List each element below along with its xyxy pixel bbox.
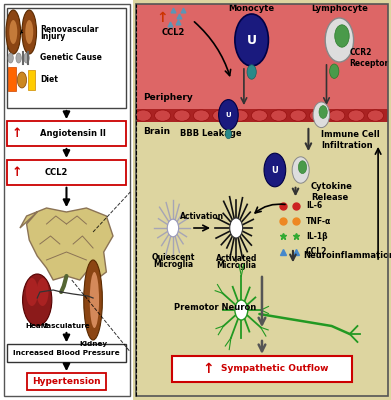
Circle shape (298, 161, 307, 174)
Circle shape (247, 65, 256, 79)
Text: Kidney: Kidney (79, 341, 107, 347)
Ellipse shape (348, 110, 364, 121)
Circle shape (235, 300, 248, 320)
Text: IL-6: IL-6 (306, 202, 322, 210)
Text: CCL2: CCL2 (306, 247, 327, 256)
Text: Cytokine
Release: Cytokine Release (311, 182, 353, 202)
Text: CCL2: CCL2 (44, 168, 68, 177)
Ellipse shape (193, 110, 209, 121)
Ellipse shape (329, 110, 345, 121)
Ellipse shape (213, 110, 229, 121)
Circle shape (167, 219, 179, 237)
FancyBboxPatch shape (136, 4, 388, 112)
Circle shape (22, 10, 37, 54)
FancyBboxPatch shape (136, 109, 388, 122)
Circle shape (6, 10, 21, 54)
Text: ↑: ↑ (12, 166, 23, 179)
Ellipse shape (90, 272, 99, 328)
Text: Activated: Activated (215, 254, 257, 263)
Text: Diet: Diet (40, 76, 58, 84)
Text: Microglia: Microglia (216, 261, 256, 270)
Circle shape (225, 129, 231, 139)
Ellipse shape (135, 110, 151, 121)
Text: Microglia: Microglia (153, 260, 193, 269)
Ellipse shape (290, 110, 306, 121)
Text: Renovascular: Renovascular (40, 26, 99, 34)
Text: CCR2
Receptor: CCR2 Receptor (350, 48, 389, 68)
Text: Periphery: Periphery (143, 94, 193, 102)
Text: Sympathetic Outflow: Sympathetic Outflow (221, 364, 328, 373)
Ellipse shape (8, 53, 13, 63)
Text: ↑: ↑ (157, 11, 169, 25)
Text: TNF-α: TNF-α (306, 217, 331, 226)
FancyBboxPatch shape (7, 8, 126, 108)
Circle shape (319, 106, 327, 118)
Text: U: U (226, 112, 231, 118)
Text: U: U (271, 166, 278, 174)
Text: Hypertension: Hypertension (32, 377, 101, 386)
FancyBboxPatch shape (4, 4, 130, 396)
Text: Injury: Injury (40, 32, 65, 41)
FancyBboxPatch shape (29, 70, 35, 90)
Text: Monocyte: Monocyte (229, 4, 275, 13)
Text: Quiescent: Quiescent (151, 253, 195, 262)
Ellipse shape (174, 110, 190, 121)
FancyBboxPatch shape (7, 344, 126, 362)
Ellipse shape (26, 278, 38, 306)
Text: ↑: ↑ (202, 362, 213, 376)
Text: Premotor Neuron: Premotor Neuron (174, 304, 256, 312)
Ellipse shape (84, 260, 102, 340)
Ellipse shape (309, 110, 325, 121)
Circle shape (264, 153, 286, 187)
Ellipse shape (24, 53, 29, 63)
Text: Genetic Cause: Genetic Cause (40, 54, 102, 62)
Ellipse shape (154, 110, 170, 121)
Text: U: U (247, 34, 256, 46)
Circle shape (325, 18, 353, 62)
Ellipse shape (17, 72, 27, 88)
Ellipse shape (251, 110, 267, 121)
Circle shape (313, 102, 330, 128)
Ellipse shape (16, 53, 21, 63)
FancyBboxPatch shape (8, 67, 16, 91)
Polygon shape (20, 208, 113, 280)
FancyBboxPatch shape (27, 373, 106, 390)
Text: CCL2: CCL2 (161, 28, 185, 37)
Circle shape (335, 25, 349, 47)
Circle shape (230, 218, 242, 238)
FancyBboxPatch shape (7, 121, 126, 146)
Text: Angiotensin II: Angiotensin II (40, 129, 106, 138)
Text: Heart: Heart (26, 323, 48, 329)
Text: Activation: Activation (180, 212, 224, 221)
Circle shape (330, 64, 339, 78)
Ellipse shape (232, 110, 248, 121)
Text: Lymphocyte: Lymphocyte (311, 4, 368, 13)
Text: Brain: Brain (143, 127, 170, 136)
Text: ↑: ↑ (12, 127, 23, 140)
FancyBboxPatch shape (133, 0, 391, 400)
Text: BBB Leakage: BBB Leakage (179, 130, 241, 138)
Text: Increased Blood Pressure: Increased Blood Pressure (13, 350, 120, 356)
Ellipse shape (23, 274, 52, 326)
Ellipse shape (271, 110, 287, 121)
Circle shape (235, 14, 269, 66)
Text: Neuroinflammation: Neuroinflammation (303, 252, 391, 260)
Circle shape (9, 20, 17, 44)
Ellipse shape (37, 278, 48, 306)
Circle shape (219, 100, 238, 130)
FancyBboxPatch shape (172, 356, 352, 382)
Ellipse shape (368, 110, 384, 121)
FancyBboxPatch shape (7, 160, 126, 185)
Text: IL-1β: IL-1β (306, 232, 328, 241)
Text: Vasculature: Vasculature (42, 323, 91, 329)
Circle shape (25, 20, 33, 44)
Text: Immune Cell
Infiltration: Immune Cell Infiltration (321, 130, 380, 150)
Circle shape (292, 157, 309, 183)
